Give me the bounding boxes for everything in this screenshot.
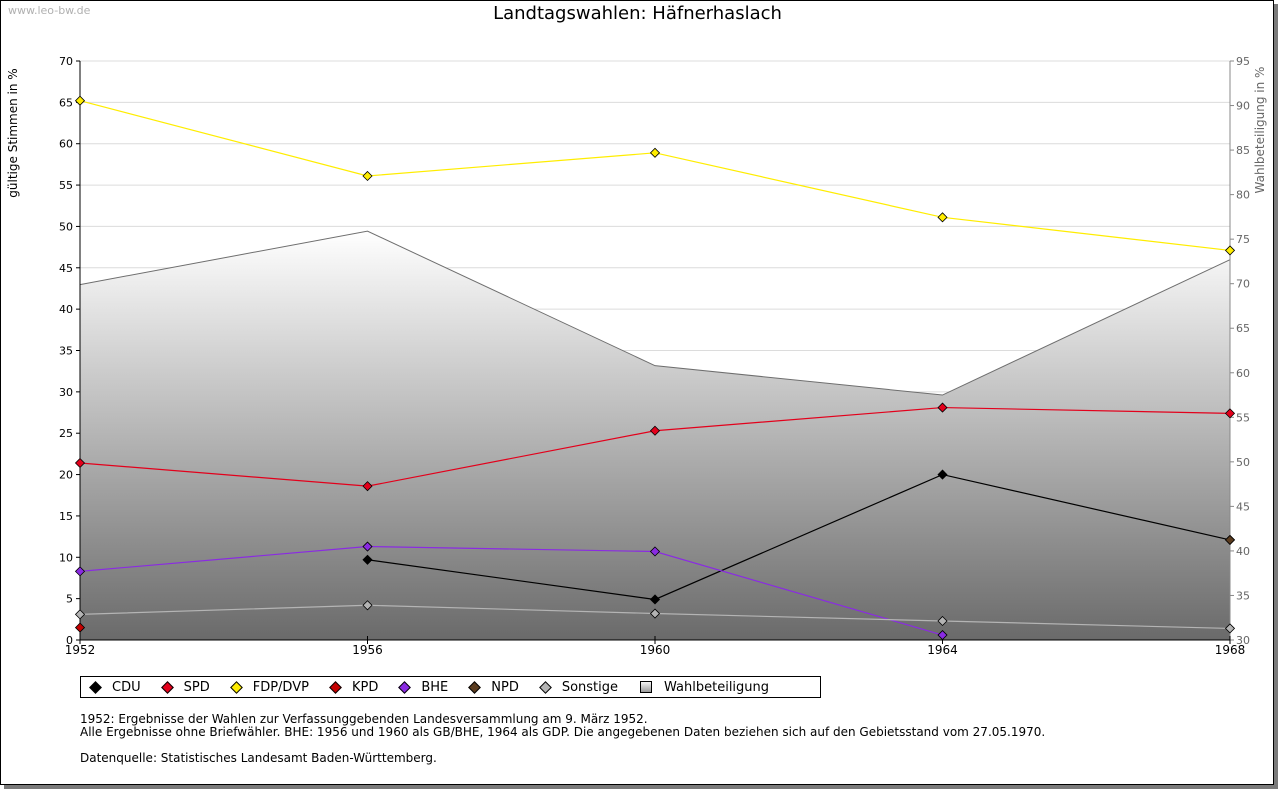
data-point-sonstige xyxy=(937,615,948,627)
y2-tick-label: 30 xyxy=(1236,634,1250,647)
legend-label-spd: SPD xyxy=(183,679,210,695)
y-tick-label: 40 xyxy=(59,303,73,316)
y2-tick-label: 65 xyxy=(1236,322,1250,335)
legend-label-cdu: CDU xyxy=(112,679,141,695)
legend-item-wahlbeteiligung: Wahlbeteiligung xyxy=(640,680,769,695)
data-point-bhe xyxy=(74,566,86,577)
data-point-sonstige xyxy=(649,608,661,619)
data-point-spd xyxy=(74,457,86,469)
data-point-fdp-dvp xyxy=(362,170,373,182)
y-tick-label: 15 xyxy=(59,510,73,523)
legend-label-bhe: BHE xyxy=(421,679,449,695)
legend-label-fdp: FDP/DVP xyxy=(252,679,309,695)
series-line-bhe xyxy=(79,545,943,636)
turnout-area-line xyxy=(79,230,1231,396)
data-point-kpd xyxy=(74,622,86,633)
y2-tick-label: 90 xyxy=(1236,100,1250,113)
data-point-sonstige xyxy=(1224,623,1236,634)
data-point-cdu xyxy=(362,554,373,565)
y2-tick-label: 35 xyxy=(1236,589,1250,602)
legend-item-npd: NPD xyxy=(468,679,519,695)
y-tick-label: 35 xyxy=(59,345,73,358)
y-tick-label: 20 xyxy=(59,469,73,482)
legend-marker-cdu xyxy=(89,680,102,694)
data-point-spd xyxy=(1224,408,1236,419)
y-tick-label: 10 xyxy=(59,551,73,564)
y-tick-label: 45 xyxy=(59,262,73,275)
data-point-spd xyxy=(362,481,373,492)
footnote-general: Alle Ergebnisse ohne Briefwähler. BHE: 1… xyxy=(80,725,1046,739)
y2-tick-label: 40 xyxy=(1236,545,1250,558)
data-point-bhe xyxy=(649,546,661,557)
y2-tick-label: 45 xyxy=(1236,500,1250,513)
y2-tick-label: 85 xyxy=(1236,144,1250,157)
legend-label-sonstige: Sonstige xyxy=(561,679,619,695)
legend: CDU SPD FDP/DVP KPD BHE NPD Sonstige Wah… xyxy=(80,676,821,698)
y-tick-label: 30 xyxy=(59,386,73,399)
legend-item-cdu: CDU xyxy=(89,679,141,695)
y-tick-label: 65 xyxy=(59,96,73,109)
data-point-fdp-dvp xyxy=(74,95,86,106)
legend-item-spd: SPD xyxy=(160,679,210,695)
x-tick-label: 1956 xyxy=(352,643,383,657)
data-point-cdu xyxy=(937,469,948,480)
data-point-fdp-dvp xyxy=(1224,245,1236,256)
y-tick-label: 60 xyxy=(59,138,73,151)
data-point-fdp-dvp xyxy=(649,147,661,158)
legend-label-wahlbeteiligung: Wahlbeteiligung xyxy=(664,679,770,695)
data-point-fdp-dvp xyxy=(937,212,948,223)
y2-tick-label: 95 xyxy=(1236,55,1250,68)
legend-marker-bhe xyxy=(398,680,412,694)
legend-marker-fdp xyxy=(229,680,243,694)
watermark: www.leo-bw.de xyxy=(8,4,91,17)
x-tick-label: 1960 xyxy=(640,643,671,657)
data-point-spd xyxy=(937,402,948,413)
legend-item-sonstige: Sonstige xyxy=(538,679,619,695)
series-lines xyxy=(74,95,1236,641)
legend-label-kpd: KPD xyxy=(351,679,379,695)
series-line-cdu xyxy=(367,473,1231,601)
legend-marker-sonstige xyxy=(538,680,552,694)
legend-marker-kpd xyxy=(329,680,342,694)
y-tick-label: 70 xyxy=(59,55,73,68)
series-line-fdp-dvp xyxy=(79,100,1231,252)
data-point-bhe xyxy=(362,541,373,552)
legend-item-fdp: FDP/DVP xyxy=(229,679,309,695)
legend-item-bhe: BHE xyxy=(398,679,449,695)
y-tick-label: 50 xyxy=(59,220,73,233)
y2-tick-label: 60 xyxy=(1236,367,1250,380)
y2-tick-label: 80 xyxy=(1236,189,1250,202)
legend-marker-wahlbeteiligung xyxy=(640,681,653,693)
y2-tick-label: 50 xyxy=(1236,456,1250,469)
legend-label-npd: NPD xyxy=(491,679,519,695)
legend-item-kpd: KPD xyxy=(329,679,379,695)
data-point-sonstige xyxy=(362,600,373,611)
footnote-source: Datenquelle: Statistisches Landesamt Bad… xyxy=(80,751,437,765)
x-tick-label: 1964 xyxy=(927,643,958,657)
footnotes: 1952: Ergebnisse der Wahlen zur Verfassu… xyxy=(80,713,1045,765)
y2-tick-label: 75 xyxy=(1236,233,1250,246)
data-point-bhe xyxy=(937,629,948,641)
y-tick-label: 25 xyxy=(59,427,73,440)
footnote-1952: 1952: Ergebnisse der Wahlen zur Verfassu… xyxy=(80,712,648,726)
x-tick-label: 1952 xyxy=(65,643,96,657)
legend-marker-npd xyxy=(468,680,482,694)
data-point-npd xyxy=(1224,534,1236,545)
data-point-cdu xyxy=(649,594,661,605)
y2-tick-label: 55 xyxy=(1236,411,1250,424)
data-point-spd xyxy=(649,425,661,436)
y-tick-label: 55 xyxy=(59,179,73,192)
x-tick-label: 1968 xyxy=(1215,643,1246,657)
y-tick-label: 5 xyxy=(66,593,73,606)
y-tick-label: 0 xyxy=(66,634,73,647)
data-point-sonstige xyxy=(74,609,86,620)
chart-title: Landtagswahlen: Häfnerhaslach xyxy=(493,3,782,24)
y2-tick-label: 70 xyxy=(1236,278,1250,291)
legend-marker-spd xyxy=(160,680,174,694)
